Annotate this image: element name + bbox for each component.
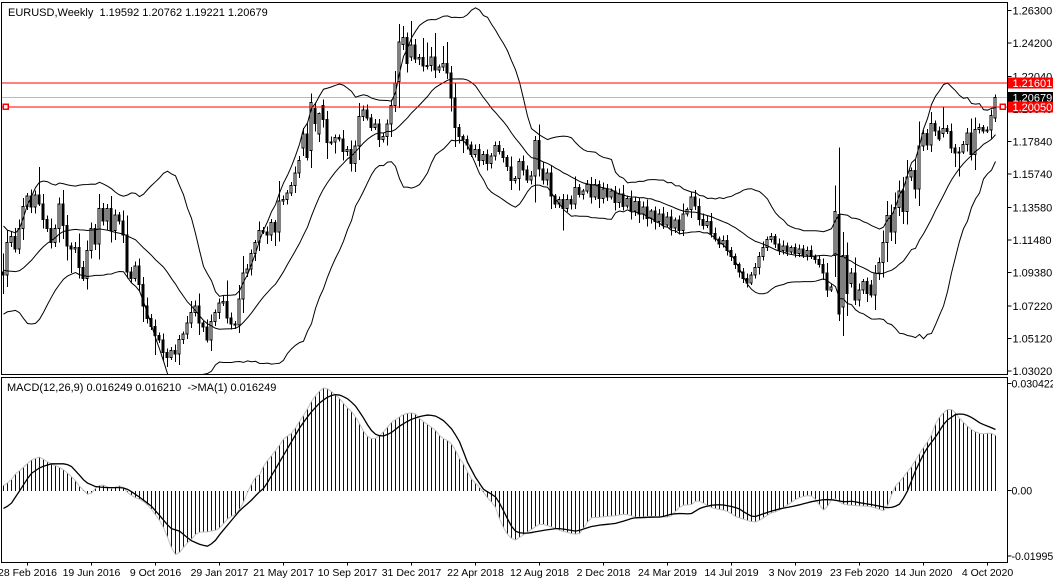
svg-text:MACD(12,26,9) 0.016249 0.01621: MACD(12,26,9) 0.016249 0.016210 ->MA(1) …: [7, 382, 276, 394]
svg-text:3 Nov 2019: 3 Nov 2019: [769, 567, 823, 579]
svg-text:1.20050: 1.20050: [1013, 102, 1053, 114]
svg-text:-0.019955: -0.019955: [1012, 551, 1053, 563]
svg-text:29 Jan 2017: 29 Jan 2017: [191, 567, 249, 579]
svg-text:1.11480: 1.11480: [1013, 235, 1052, 247]
svg-text:10 Sep 2017: 10 Sep 2017: [318, 567, 378, 579]
svg-text:EURUSD,Weekly 1.19592 1.20762: EURUSD,Weekly 1.19592 1.20762 1.19221 1.…: [8, 7, 268, 19]
svg-text:24 Mar 2019: 24 Mar 2019: [638, 567, 697, 579]
svg-text:1.05120: 1.05120: [1013, 333, 1053, 345]
svg-text:22 Apr 2018: 22 Apr 2018: [447, 567, 504, 579]
svg-text:14 Jun 2020: 14 Jun 2020: [895, 567, 953, 579]
svg-text:12 Aug 2018: 12 Aug 2018: [510, 567, 569, 579]
svg-text:1.07220: 1.07220: [1013, 301, 1053, 313]
svg-text:1.17840: 1.17840: [1013, 136, 1053, 148]
svg-text:14 Jul 2019: 14 Jul 2019: [704, 567, 758, 579]
svg-text:21 May 2017: 21 May 2017: [253, 567, 314, 579]
svg-text:1.20679: 1.20679: [1013, 92, 1053, 104]
svg-text:1.09380: 1.09380: [1013, 267, 1053, 279]
svg-text:1.26300: 1.26300: [1013, 5, 1053, 17]
svg-text:1.13580: 1.13580: [1013, 202, 1053, 214]
svg-text:4 Oct 2020: 4 Oct 2020: [962, 567, 1014, 579]
svg-text:1.03020: 1.03020: [1013, 366, 1053, 378]
svg-text:23 Feb 2020: 23 Feb 2020: [830, 567, 889, 579]
svg-text:1.24200: 1.24200: [1013, 38, 1053, 50]
svg-text:1.15740: 1.15740: [1013, 169, 1053, 181]
svg-text:1.21601: 1.21601: [1013, 78, 1053, 90]
svg-text:0.00: 0.00: [1012, 485, 1033, 497]
svg-text:0.030422: 0.030422: [1012, 379, 1053, 391]
svg-text:28 Feb 2016: 28 Feb 2016: [0, 567, 57, 579]
svg-text:9 Oct 2016: 9 Oct 2016: [130, 567, 182, 579]
svg-text:31 Dec 2017: 31 Dec 2017: [382, 567, 442, 579]
svg-text:2 Dec 2018: 2 Dec 2018: [577, 567, 631, 579]
svg-text:19 Jun 2016: 19 Jun 2016: [63, 567, 121, 579]
